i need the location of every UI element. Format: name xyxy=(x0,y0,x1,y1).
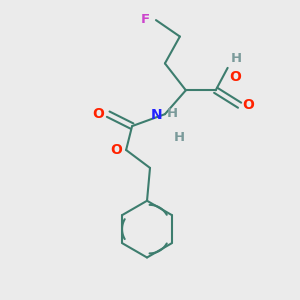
Text: H: H xyxy=(231,52,242,65)
Text: N: N xyxy=(150,108,162,122)
Text: O: O xyxy=(243,98,254,112)
Text: H: H xyxy=(174,130,185,144)
Text: F: F xyxy=(141,13,150,26)
Text: O: O xyxy=(229,70,241,84)
Text: O: O xyxy=(111,143,122,157)
Text: O: O xyxy=(93,107,105,121)
Text: H: H xyxy=(167,107,178,120)
